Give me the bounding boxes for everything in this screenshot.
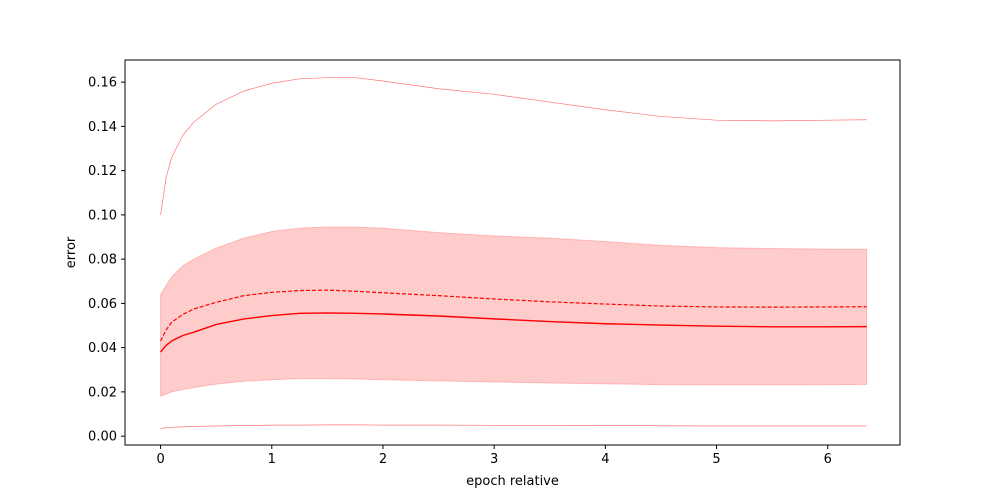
y-tick-label: 0.16 <box>88 76 117 91</box>
y-tick-label: 0.12 <box>88 164 117 179</box>
y-tick-label: 0.06 <box>88 297 117 312</box>
y-axis-label: error <box>64 236 79 268</box>
series-dashed-line <box>160 289 867 342</box>
plot-background <box>125 60 900 445</box>
y-tick-label: 0.14 <box>88 120 117 135</box>
x-tick-label: 1 <box>268 452 276 467</box>
y-tick-label: 0.00 <box>88 430 117 445</box>
y-tick-label: 0.04 <box>88 341 117 356</box>
x-tick-label: 3 <box>490 452 498 467</box>
y-tick-label: 0.08 <box>88 253 117 268</box>
x-tick-label: 6 <box>824 452 832 467</box>
series-mean-line <box>160 312 867 353</box>
x-axis-label: epoch relative <box>466 474 559 489</box>
x-axis: 0 1 2 3 4 5 6 <box>156 445 832 467</box>
x-tick-label: 5 <box>712 452 720 467</box>
series-min-line <box>160 424 867 429</box>
series-band-fill <box>160 226 868 398</box>
y-axis: 0.00 0.02 0.04 0.06 0.08 0.10 0.12 0.14 0.16 <box>88 76 125 445</box>
line-layer <box>160 77 867 429</box>
x-tick-label: 2 <box>379 452 387 467</box>
x-tick-label: 4 <box>601 452 609 467</box>
series-max-line <box>160 77 867 215</box>
y-tick-label: 0.02 <box>88 385 117 400</box>
band-layer <box>160 226 868 398</box>
x-tick-label: 0 <box>156 452 164 467</box>
y-tick-label: 0.10 <box>88 208 117 223</box>
plot-frame <box>124 59 901 446</box>
